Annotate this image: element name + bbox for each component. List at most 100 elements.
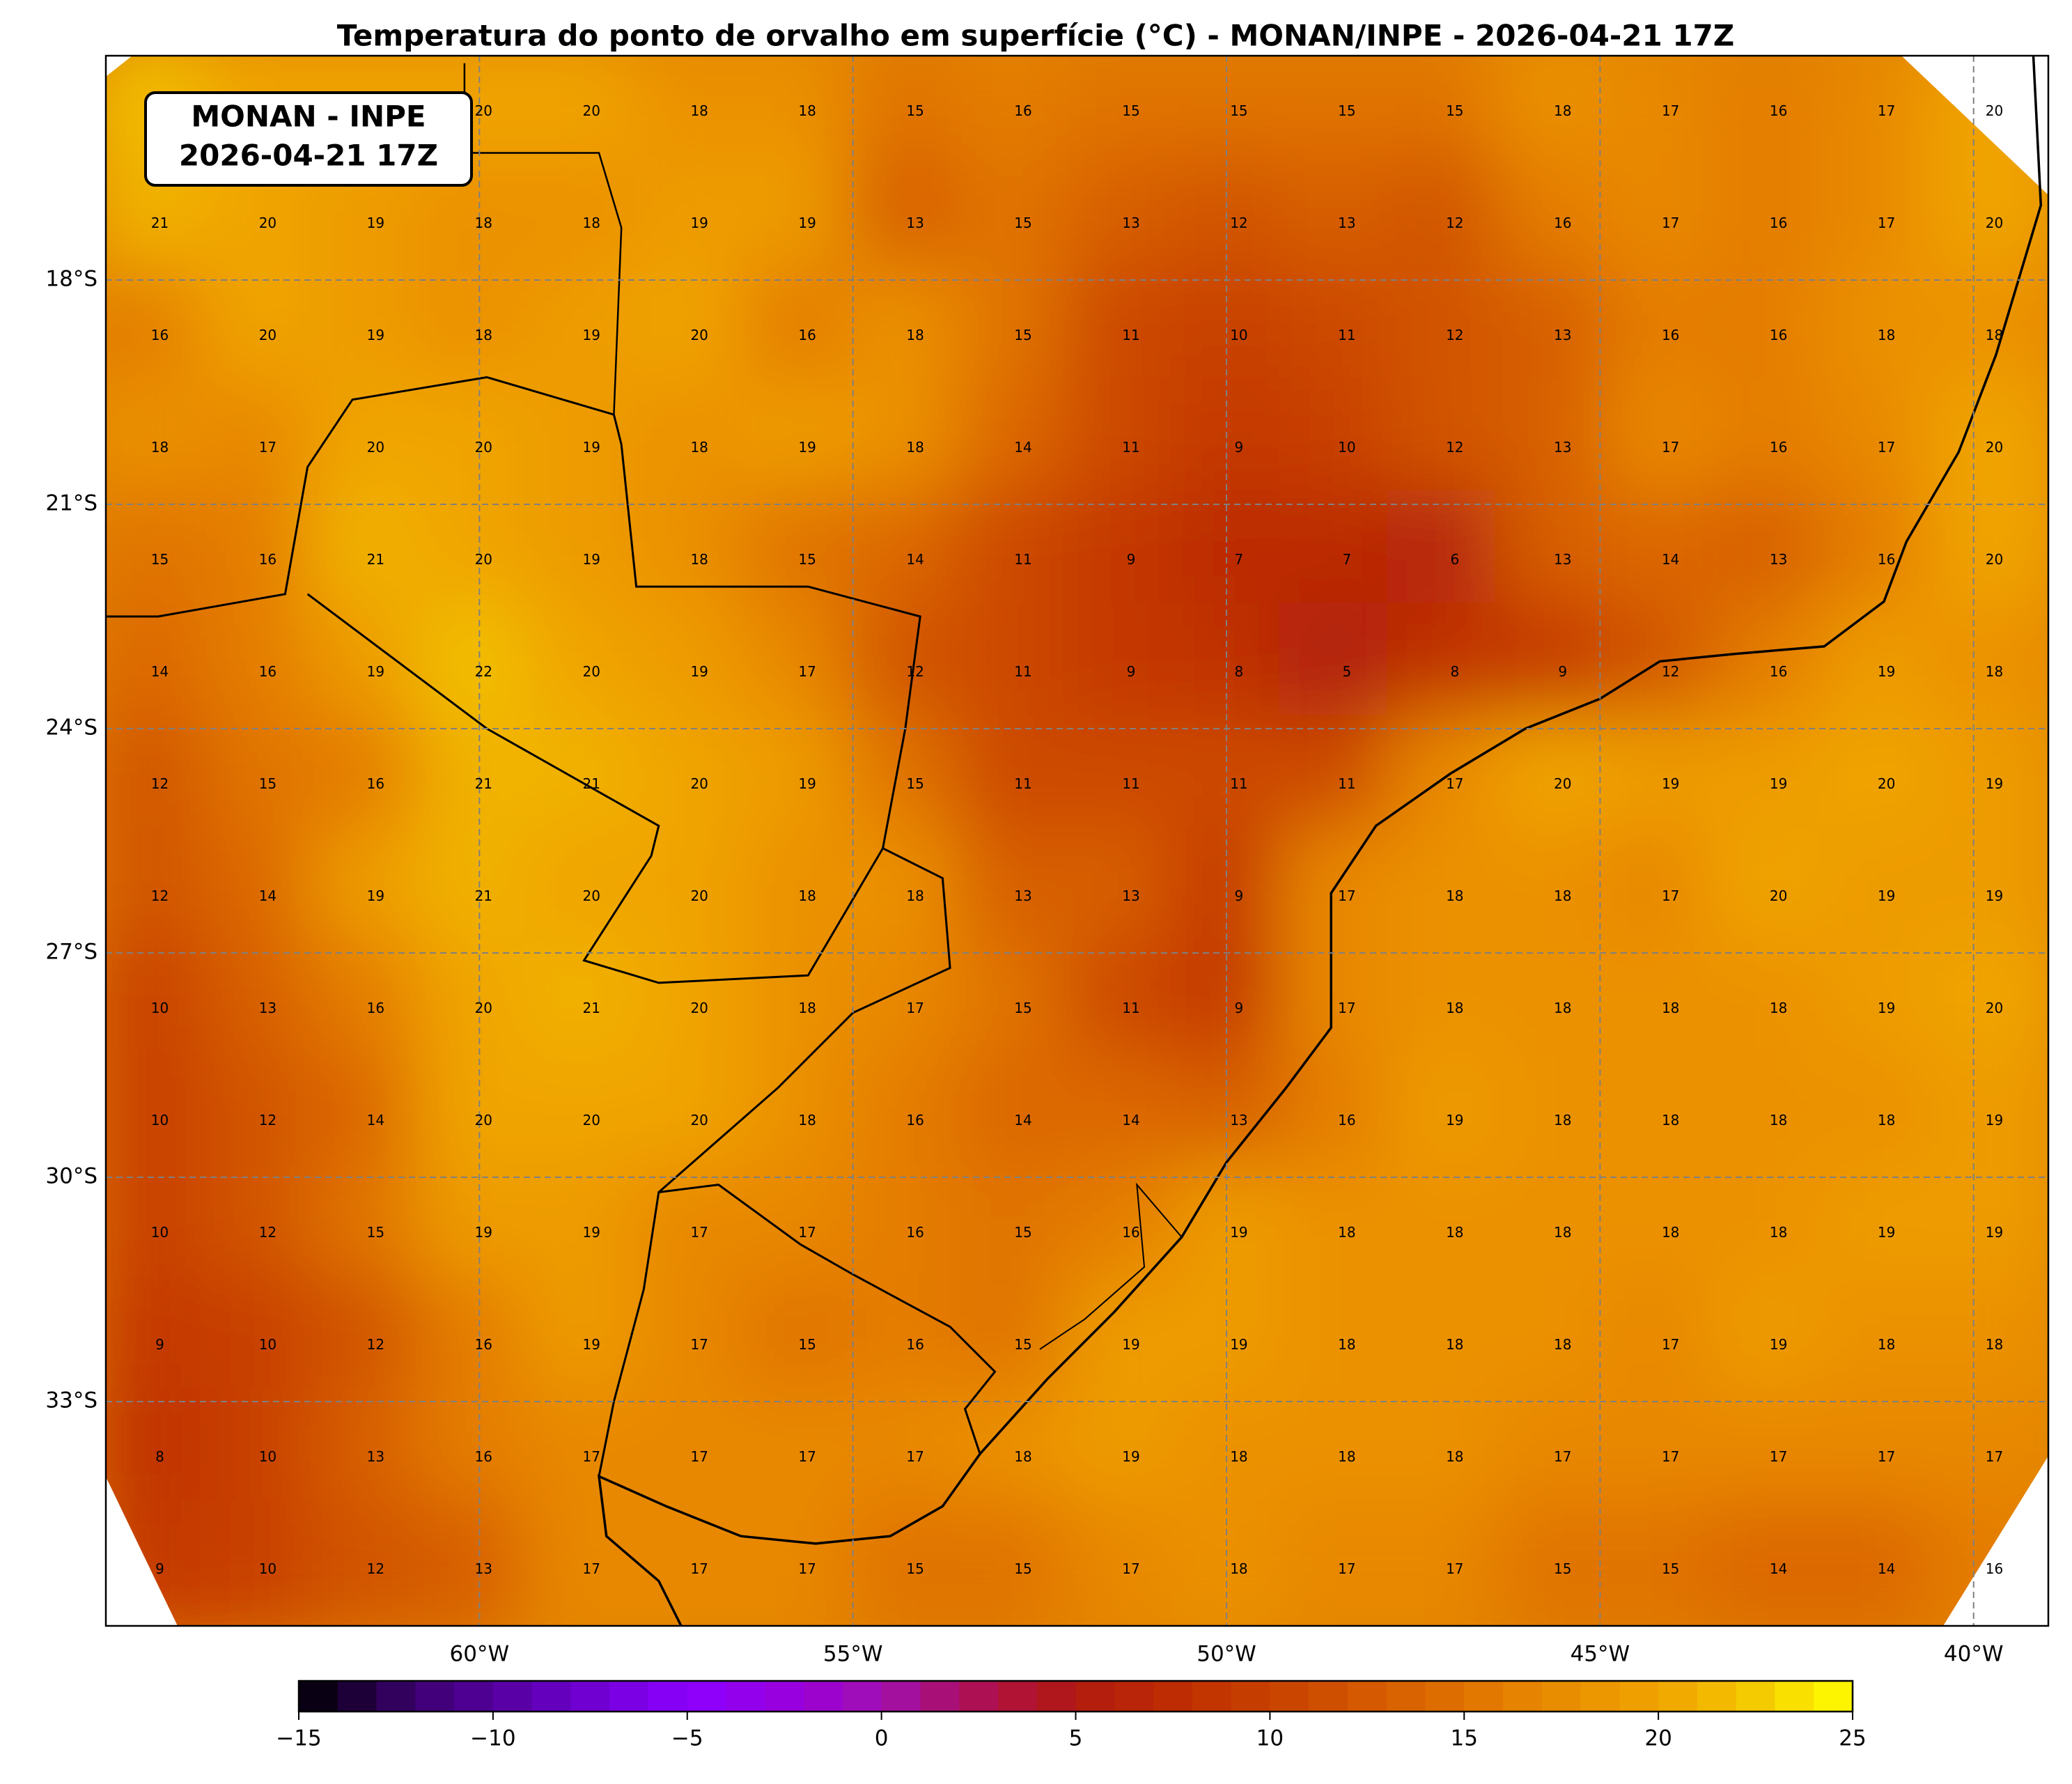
station-value: 19: [583, 327, 600, 343]
station-value: 11: [1338, 327, 1355, 343]
station-value: 13: [259, 1000, 276, 1016]
station-value: 18: [1446, 1336, 1463, 1353]
station-value: 18: [1878, 327, 1895, 343]
station-value: 19: [367, 663, 384, 680]
station-value: 20: [475, 439, 492, 456]
station-value: 12: [906, 663, 924, 680]
station-value: 13: [1554, 439, 1571, 456]
station-value: 20: [583, 663, 600, 680]
station-value: 12: [367, 1336, 384, 1353]
station-value: 19: [1878, 1224, 1895, 1241]
station-value: 18: [690, 439, 708, 456]
station-value: 16: [1122, 1224, 1139, 1241]
colorbar-segment: [415, 1681, 455, 1712]
station-value: 16: [151, 327, 169, 343]
colorbar-segment: [1619, 1681, 1659, 1712]
station-value: 16: [367, 1000, 384, 1016]
station-value: 20: [583, 102, 600, 119]
boundary: [106, 375, 951, 1193]
station-value: 11: [1014, 663, 1031, 680]
station-value: 18: [690, 102, 708, 119]
y-tick-label: 18°S: [45, 267, 98, 292]
station-value: 16: [1986, 1560, 2003, 1577]
station-value: 15: [906, 102, 924, 119]
station-value: 19: [798, 775, 816, 792]
station-value: 18: [1662, 1112, 1679, 1128]
colorbar-segment: [881, 1681, 921, 1712]
colorbar-segment: [804, 1681, 843, 1712]
station-value: 19: [1878, 887, 1895, 904]
station-value: 16: [906, 1336, 924, 1353]
station-value: 16: [259, 663, 276, 680]
station-value: 16: [1662, 327, 1679, 343]
station-value: 9: [155, 1336, 164, 1353]
station-value: 10: [1338, 439, 1355, 456]
station-value: 18: [1446, 887, 1463, 904]
station-value: 15: [1014, 1560, 1031, 1577]
colorbar-segment: [997, 1681, 1038, 1712]
station-value: 14: [1014, 1112, 1031, 1128]
station-value: 14: [151, 663, 169, 680]
station-value: 18: [1554, 887, 1571, 904]
station-value: 15: [798, 551, 816, 568]
stations: 22 20 20 20 20 18 18 15 16 15 15 15 15 18 17 16 17 20 21 20…: [151, 102, 2004, 1577]
y-tick-label: 33°S: [45, 1388, 98, 1413]
station-value: 18: [1446, 1224, 1463, 1241]
station-value: 20: [1986, 439, 2003, 456]
station-value: 18: [1230, 1560, 1247, 1577]
station-value: 10: [1230, 327, 1247, 343]
station-value: 15: [1014, 327, 1031, 343]
station-value: 9: [1127, 551, 1136, 568]
station-value: 20: [475, 1000, 492, 1016]
station-value: 13: [1554, 551, 1571, 568]
station-value: 18: [1770, 1000, 1787, 1016]
station-value: 17: [1338, 1000, 1355, 1016]
colorbar-segment: [1736, 1681, 1776, 1712]
colorbar-segment: [337, 1681, 377, 1712]
station-value: 20: [1878, 775, 1895, 792]
colorbar-tick-label: 25: [1839, 1726, 1866, 1751]
colorbar-tick-label: 15: [1451, 1726, 1478, 1751]
colorbar-segment: [531, 1681, 572, 1712]
colorbar-segment: [1309, 1681, 1348, 1712]
colorbar-segment: [920, 1681, 960, 1712]
colorbar-segment: [1425, 1681, 1465, 1712]
colorbar-segment: [1270, 1681, 1309, 1712]
station-value: 16: [1770, 327, 1787, 343]
station-value: 19: [1446, 1112, 1463, 1128]
station-value: 14: [1122, 1112, 1139, 1128]
station-value: 21: [475, 887, 492, 904]
station-value: 16: [1878, 551, 1895, 568]
station-value: 17: [1662, 1336, 1679, 1353]
station-value: 15: [151, 551, 169, 568]
station-value: 13: [906, 215, 924, 231]
colorbar-segment: [1153, 1681, 1193, 1712]
station-value: 17: [1446, 775, 1463, 792]
station-value: 12: [151, 775, 169, 792]
station-value: 8: [1450, 663, 1459, 680]
station-value: 18: [1878, 1336, 1895, 1353]
station-value: 18: [1338, 1448, 1355, 1465]
station-value: 18: [1770, 1112, 1787, 1128]
map-frame: [104, 54, 2050, 1627]
station-value: 17: [1986, 1448, 2003, 1465]
station-value: 16: [1554, 215, 1571, 231]
colorbar-segment: [492, 1681, 533, 1712]
station-value: 12: [259, 1224, 276, 1241]
station-value: 18: [1770, 1224, 1787, 1241]
station-value: 10: [151, 1000, 169, 1016]
station-value: 18: [690, 551, 708, 568]
grid: [106, 56, 2048, 1626]
station-value: 15: [1446, 102, 1463, 119]
station-value: 17: [906, 1448, 924, 1465]
station-value: 15: [1338, 102, 1355, 119]
station-value: 17: [259, 439, 276, 456]
station-value: 18: [1446, 1448, 1463, 1465]
badge-line: MONAN - INPE: [191, 100, 426, 134]
station-value: 12: [1662, 663, 1679, 680]
station-value: 20: [690, 1000, 708, 1016]
station-value: 12: [1446, 215, 1463, 231]
colorbar-segment: [1580, 1681, 1620, 1712]
station-value: 17: [1662, 1448, 1679, 1465]
y-tick-label: 27°S: [45, 940, 98, 965]
